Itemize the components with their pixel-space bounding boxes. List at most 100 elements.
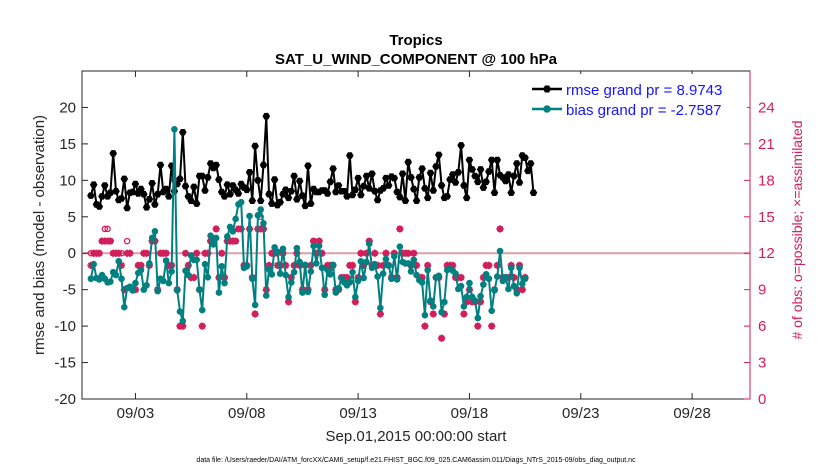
bias-point bbox=[516, 264, 523, 272]
bias-point bbox=[457, 282, 465, 290]
bias-point bbox=[480, 281, 487, 288]
obs-assimilated-point bbox=[465, 286, 474, 294]
rmse-point bbox=[112, 188, 120, 195]
y2-tick-label: 21 bbox=[758, 136, 775, 153]
rmse-point bbox=[354, 174, 362, 182]
rmse-point bbox=[179, 129, 187, 136]
rmse-point bbox=[243, 186, 251, 194]
rmse-point bbox=[117, 195, 126, 202]
bias-point bbox=[493, 273, 501, 280]
y-tick-label: 15 bbox=[59, 136, 76, 153]
bias-point bbox=[282, 271, 290, 279]
rmse-point bbox=[485, 168, 493, 175]
rmse-point bbox=[521, 154, 529, 161]
obs-assimilated-point bbox=[117, 261, 126, 269]
rmse-point bbox=[362, 172, 371, 180]
rmse-point bbox=[524, 167, 532, 175]
obs-assimilated-point bbox=[396, 225, 404, 233]
rmse-point bbox=[123, 204, 131, 212]
rmse-point bbox=[332, 188, 340, 196]
rmse-point bbox=[251, 142, 259, 150]
bias-point bbox=[393, 276, 401, 283]
obs-assimilated-point bbox=[198, 322, 206, 330]
rmse-point bbox=[479, 184, 488, 191]
rmse-point bbox=[254, 177, 262, 184]
obs-assimilated-point bbox=[318, 249, 326, 257]
bias-point bbox=[488, 307, 496, 315]
rmse-point bbox=[281, 186, 290, 194]
rmse-point bbox=[204, 174, 212, 181]
bias-point bbox=[326, 271, 334, 278]
rmse-point bbox=[351, 186, 360, 194]
rmse-point bbox=[504, 171, 513, 178]
bias-point bbox=[288, 279, 295, 286]
rmse-point bbox=[215, 176, 223, 183]
y-tick-label: 0 bbox=[68, 245, 76, 262]
obs-assimilated-point bbox=[357, 249, 365, 257]
rmse-point bbox=[343, 193, 351, 200]
y-tick-label: 20 bbox=[59, 99, 76, 116]
obs-assimilated-point bbox=[237, 225, 245, 233]
bias-point bbox=[496, 247, 504, 255]
rmse-point bbox=[371, 188, 379, 195]
bias-point bbox=[329, 261, 337, 269]
obs-assimilated-point bbox=[190, 273, 198, 282]
obs-assimilated-point bbox=[379, 261, 387, 269]
rmse-point bbox=[298, 192, 307, 199]
chart-subtitle: SAT_U_WIND_COMPONENT @ 100 hPa bbox=[275, 51, 558, 68]
bias-point bbox=[438, 308, 445, 316]
obs-assimilated-point bbox=[106, 237, 114, 245]
rmse-point bbox=[223, 181, 232, 188]
bias-point bbox=[357, 257, 365, 265]
bias-point bbox=[196, 286, 203, 293]
legend: rmse grand pr = 8.9743 bias grand pr = -… bbox=[525, 74, 747, 119]
obs-assimilated-point bbox=[418, 273, 426, 282]
bias-point bbox=[396, 243, 404, 250]
bias-point bbox=[132, 279, 139, 287]
rmse-point bbox=[131, 180, 140, 188]
rmse-point bbox=[293, 196, 301, 203]
x-tick-label: 09/23 bbox=[562, 405, 600, 422]
y-tick-label: -5 bbox=[63, 282, 76, 299]
bias-point bbox=[371, 260, 379, 268]
bias-point bbox=[229, 228, 237, 235]
bias-point bbox=[237, 198, 245, 206]
bias-point bbox=[363, 258, 370, 266]
rmse-point bbox=[437, 182, 446, 189]
rmse-point bbox=[423, 194, 432, 202]
bias-point bbox=[318, 264, 326, 272]
bias-point bbox=[168, 268, 175, 275]
bias-point bbox=[246, 212, 253, 220]
rmse-point bbox=[379, 185, 387, 192]
obs-assimilated-point bbox=[412, 261, 421, 269]
rmse-point bbox=[398, 170, 407, 177]
bias-point bbox=[374, 273, 381, 280]
rmse-point bbox=[432, 163, 440, 170]
bias-point bbox=[385, 262, 393, 269]
bias-point bbox=[115, 257, 123, 265]
rmse-point bbox=[460, 182, 468, 189]
rmse-point bbox=[462, 194, 471, 202]
y2-tick-label: 3 bbox=[758, 355, 766, 372]
y2-axis-label: # of obs: o=possible; ×=assimilated bbox=[789, 120, 805, 339]
rmse-point bbox=[346, 152, 354, 159]
rmse-point bbox=[295, 177, 304, 185]
bias-point bbox=[521, 275, 529, 283]
obs-assimilated-point bbox=[115, 249, 123, 257]
bias-point bbox=[176, 308, 184, 315]
rmse-point bbox=[410, 185, 418, 193]
obs-assimilated-point bbox=[362, 249, 371, 257]
rmse-point bbox=[87, 192, 95, 199]
bias-point bbox=[313, 260, 320, 267]
bias-point bbox=[162, 257, 170, 264]
obs-assimilated-point bbox=[218, 249, 226, 257]
bias-point bbox=[377, 304, 384, 312]
y2-tick-label: 24 bbox=[758, 99, 775, 116]
bias-point bbox=[418, 279, 426, 286]
bias-point bbox=[365, 240, 373, 248]
obs-assimilated-point bbox=[407, 261, 415, 269]
rmse-point bbox=[329, 165, 337, 172]
rmse-point bbox=[448, 171, 457, 178]
bias-point bbox=[171, 126, 178, 133]
